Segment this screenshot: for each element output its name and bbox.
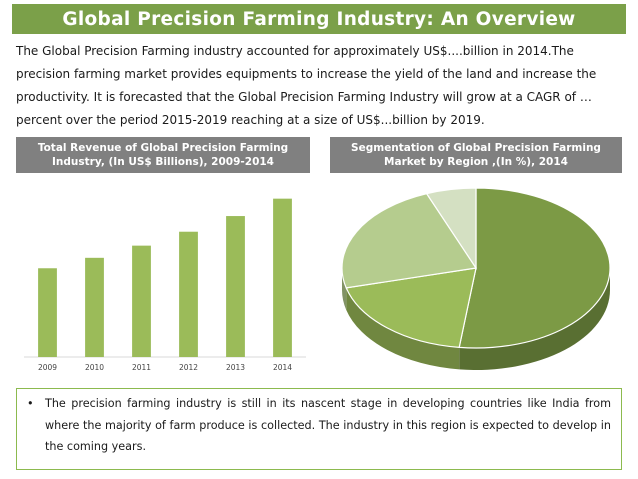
page-title: Global Precision Farming Industry: An Ov… <box>12 4 626 34</box>
pie-slice-3 <box>341 192 478 289</box>
x-tick-label: 2013 <box>226 363 245 372</box>
pie-slice-2 <box>345 267 477 349</box>
x-tick-label: 2009 <box>38 363 57 372</box>
bar-2014 <box>273 198 292 357</box>
revenue-bar-chart: 2009 2010 2011 2012 2013 2014 <box>24 198 306 372</box>
intro-paragraph: The Global Precision Farming industry ac… <box>16 44 597 127</box>
pie-slice-1 <box>458 187 611 349</box>
bar-2012 <box>179 231 198 357</box>
bar-2009 <box>38 268 57 357</box>
bullet-marker: • <box>27 397 34 410</box>
key-insight-box: • The precision farming industry is stil… <box>16 388 622 470</box>
region-pie-chart <box>341 187 611 370</box>
bar-2011 <box>132 245 151 357</box>
pie-side-1 <box>459 268 610 370</box>
key-insight-text: The precision farming industry is still … <box>45 397 611 453</box>
x-tick-label: 2011 <box>132 363 151 372</box>
x-tick-label: 2014 <box>273 363 292 372</box>
segmentation-chart-heading: Segmentation of Global Precision Farming… <box>330 137 622 173</box>
pie-side-2 <box>346 287 460 370</box>
x-tick-label: 2012 <box>179 363 198 372</box>
revenue-chart-heading: Total Revenue of Global Precision Farmin… <box>16 137 310 173</box>
bar-2013 <box>226 216 245 357</box>
bar-2010 <box>85 257 104 357</box>
pie-slice-4 <box>425 187 477 270</box>
x-tick-label: 2010 <box>85 363 104 372</box>
